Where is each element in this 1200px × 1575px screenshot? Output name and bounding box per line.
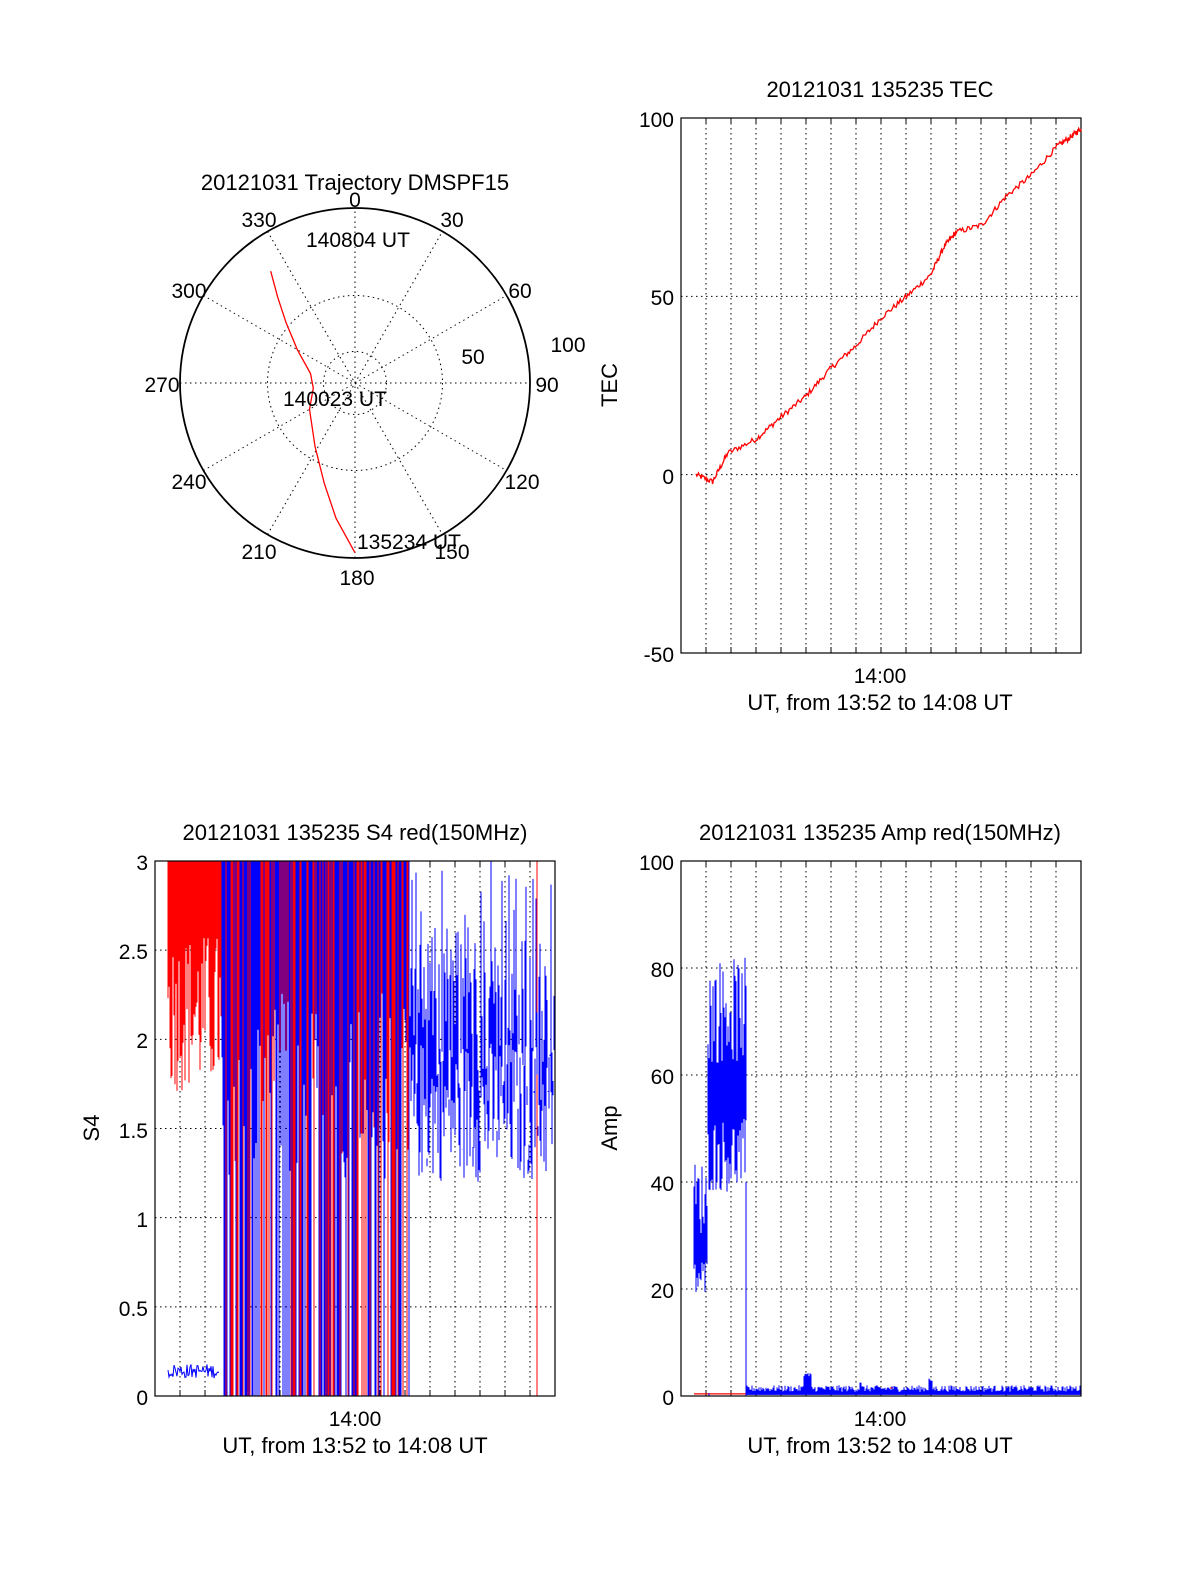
amp-chart: 20121031 135235 Amp red(150MHz) 100 80 6… xyxy=(597,820,1082,1458)
s4-y-label: S4 xyxy=(79,1115,104,1142)
polar-chart: 20121031 Trajectory DMSPF15 0 30 60 90 1… xyxy=(144,170,585,590)
s4-y-tick: 3 xyxy=(136,852,148,875)
tec-y-label: TEC xyxy=(597,363,622,407)
amp-y-tick: 60 xyxy=(651,1066,674,1089)
polar-angle-label: 90 xyxy=(535,374,558,397)
polar-angle-label: 60 xyxy=(508,280,531,303)
amp-y-tick: 80 xyxy=(651,959,674,982)
amp-y-tick: 20 xyxy=(651,1280,674,1303)
s4-red-series xyxy=(167,861,538,1396)
amp-y-label: Amp xyxy=(597,1105,622,1150)
polar-angle-label: 240 xyxy=(171,471,206,494)
amp-x-label: UT, from 13:52 to 14:08 UT xyxy=(747,1433,1012,1458)
polar-angle-label: 0 xyxy=(349,189,361,212)
s4-y-tick: 2 xyxy=(136,1030,148,1053)
polar-grid-spoke xyxy=(267,231,443,535)
amp-x-tick: 14:00 xyxy=(854,1408,907,1431)
tec-plot-frame xyxy=(680,117,1082,654)
amp-plot-frame xyxy=(680,860,1082,1397)
track-start-label: 135234 UT xyxy=(357,531,461,554)
amp-grid xyxy=(681,861,1081,1396)
tec-series-line xyxy=(695,126,1082,485)
s4-y-tick: 1.5 xyxy=(119,1120,148,1143)
tec-y-tick: -50 xyxy=(644,644,674,667)
tec-y-tick: 0 xyxy=(662,466,674,489)
polar-radial-label: 100 xyxy=(550,334,585,357)
polar-grid-circle xyxy=(267,295,443,471)
tec-grid xyxy=(681,118,1081,653)
s4-y-tick: 2.5 xyxy=(119,941,148,964)
polar-angle-label: 330 xyxy=(241,209,276,232)
trajectory-track xyxy=(270,271,356,554)
s4-y-tick: 1 xyxy=(136,1209,148,1232)
tec-chart: 20121031 135235 TEC 100 50 0 -50 TEC 14:… xyxy=(597,77,1082,715)
amp-blue-series xyxy=(693,957,1081,1396)
tec-title: 20121031 135235 TEC xyxy=(766,77,993,102)
s4-x-tick: 14:00 xyxy=(329,1408,382,1431)
amp-y-tick: 0 xyxy=(662,1387,674,1410)
polar-radial-label: 50 xyxy=(461,346,484,369)
s4-plot-frame xyxy=(154,860,556,1397)
polar-angle-label: 120 xyxy=(504,471,539,494)
tec-x-label: UT, from 13:52 to 14:08 UT xyxy=(747,690,1012,715)
track-end-label: 140804 UT xyxy=(306,229,410,252)
polar-angle-label: 300 xyxy=(171,280,206,303)
s4-title: 20121031 135235 S4 red(150MHz) xyxy=(183,820,528,845)
polar-angle-label: 30 xyxy=(440,209,463,232)
amp-title: 20121031 135235 Amp red(150MHz) xyxy=(699,820,1061,845)
tec-y-tick: 50 xyxy=(651,287,674,310)
polar-angle-label: 180 xyxy=(339,567,374,590)
s4-x-label: UT, from 13:52 to 14:08 UT xyxy=(222,1433,487,1458)
amp-y-tick: 40 xyxy=(651,1173,674,1196)
s4-y-tick: 0.5 xyxy=(119,1298,148,1321)
polar-angle-label: 210 xyxy=(241,541,276,564)
tec-y-tick: 100 xyxy=(639,109,674,132)
polar-angle-label: 270 xyxy=(144,374,179,397)
polar-angle-label: 150 xyxy=(434,541,469,564)
amp-y-tick: 100 xyxy=(639,852,674,875)
s4-blue-series xyxy=(167,861,555,1396)
tec-x-tick: 14:00 xyxy=(854,665,907,688)
s4-chart: 20121031 135235 S4 red(150MHz) 3 2.5 2 1… xyxy=(79,820,556,1458)
polar-title: 20121031 Trajectory DMSPF15 xyxy=(201,170,509,195)
polar-grid xyxy=(180,208,530,558)
track-center-label: 140023 UT xyxy=(283,388,387,411)
s4-y-tick: 0 xyxy=(136,1387,148,1410)
polar-outer-circle xyxy=(179,207,531,559)
